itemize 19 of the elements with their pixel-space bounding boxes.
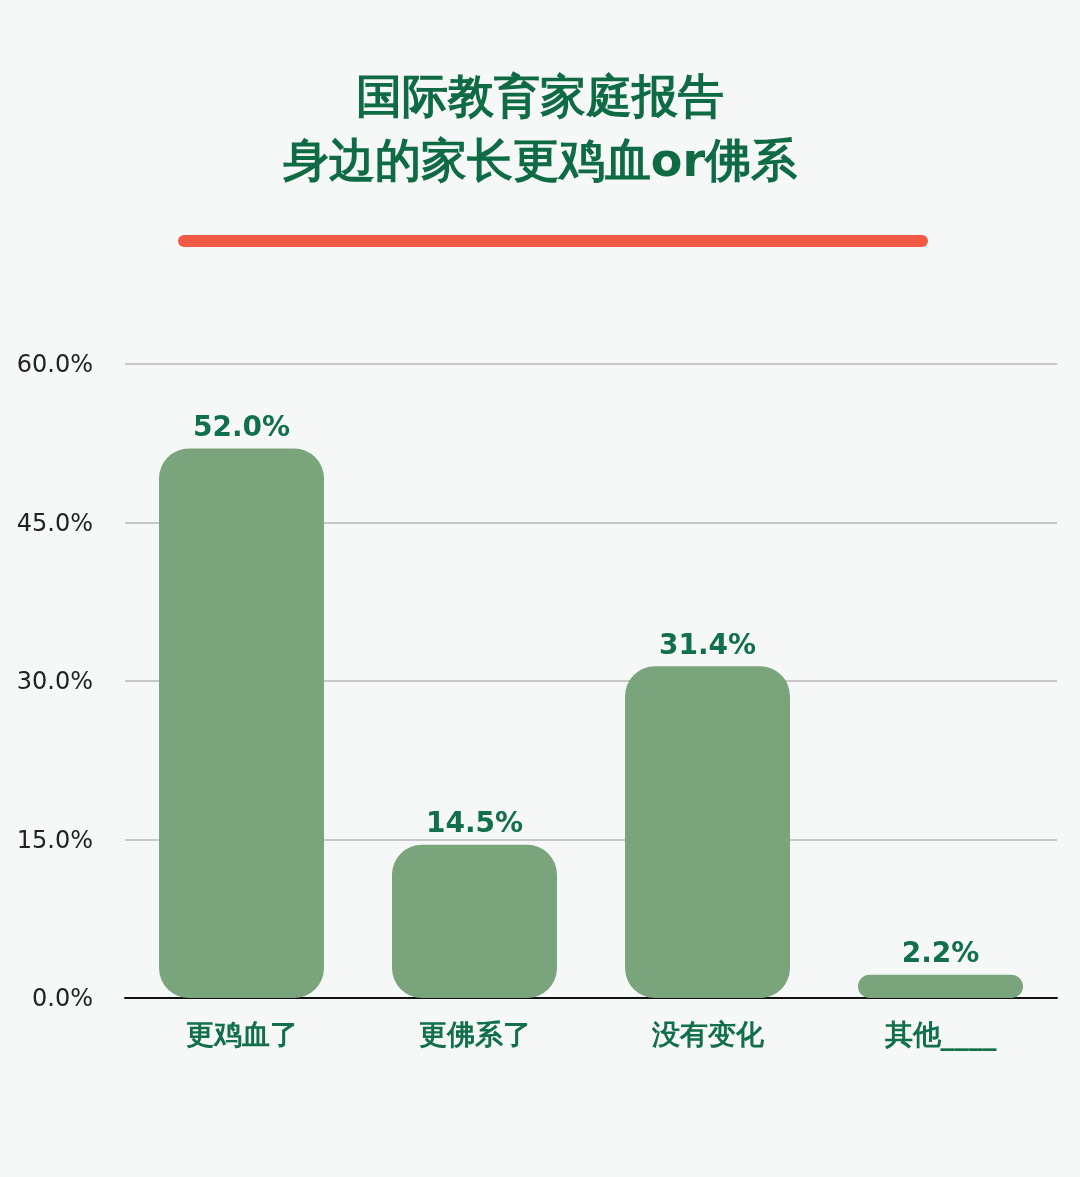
bar (625, 666, 790, 998)
chart-title: 国际教育家庭报告 (356, 69, 724, 123)
data-label: 52.0% (192, 410, 291, 444)
y-tick-label: 0.0% (32, 984, 93, 1012)
y-tick-label: 15.0% (16, 825, 93, 854)
x-tick-label: 更佛系了 (418, 1017, 531, 1051)
data-label: 2.2% (901, 936, 980, 970)
x-tick-label: 其他____ (883, 1017, 997, 1051)
x-tick-label: 没有变化 (650, 1017, 765, 1051)
data-label: 14.5% (425, 806, 524, 840)
bar (392, 844, 557, 998)
chart-subtitle: 身边的家长更鸡血or佛系 (281, 133, 799, 187)
bar (159, 448, 324, 998)
y-tick-label: 45.0% (16, 508, 93, 537)
x-tick-label: 更鸡血了 (185, 1017, 298, 1051)
bar (858, 974, 1023, 998)
y-tick-label: 60.0% (16, 350, 93, 378)
y-tick-label: 30.0% (16, 667, 93, 695)
data-label: 31.4% (658, 627, 757, 661)
